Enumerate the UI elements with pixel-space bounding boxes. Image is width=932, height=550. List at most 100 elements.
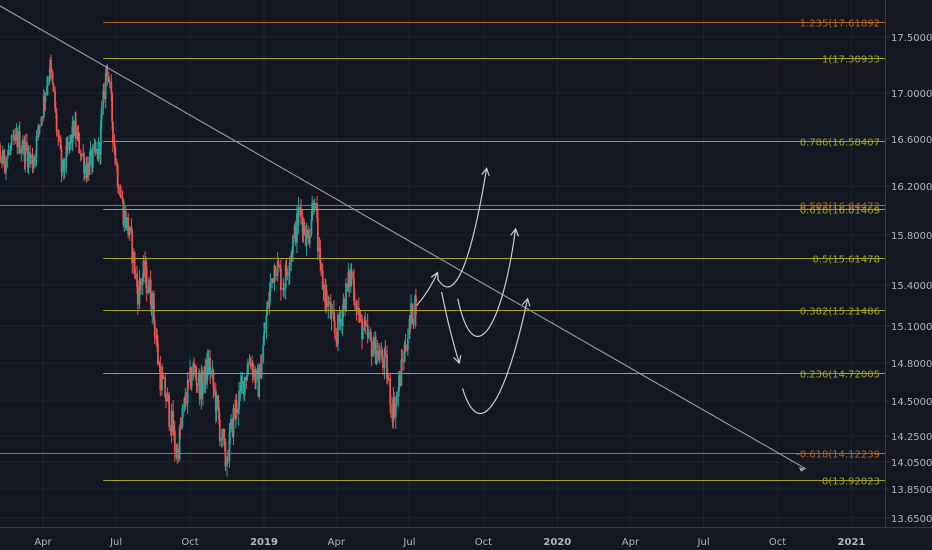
time-tick-label: Jul — [402, 537, 415, 548]
candle-body — [51, 72, 54, 84]
candle-body — [246, 374, 249, 381]
candle-body — [230, 418, 232, 430]
candle-body — [99, 120, 102, 155]
candle-body — [141, 277, 144, 286]
time-axis[interactable]: Apr Jul Oct 2019 Apr Jul Oct 2020 Apr Jul Oct 2021 — [0, 527, 932, 550]
fib-level-label: 0.618(16.01469 — [800, 206, 880, 217]
candle-body — [148, 279, 150, 292]
candle-body — [20, 150, 23, 153]
candle-body — [294, 225, 297, 243]
candle-body — [9, 145, 12, 150]
scenario-arrow-curve[interactable] — [416, 272, 439, 306]
candle-body — [103, 90, 105, 100]
fib-level-label: 1(17.30933 — [822, 55, 880, 66]
trendline-layer[interactable] — [0, 0, 806, 472]
candle-body — [181, 404, 184, 419]
candle-body — [107, 76, 110, 82]
time-tick-label: Jul — [697, 537, 710, 548]
grid-lines — [0, 0, 885, 527]
candle-body — [57, 132, 60, 137]
candle-body — [292, 236, 294, 255]
candle-body — [176, 448, 179, 458]
candle-body — [279, 266, 281, 269]
candle-body — [190, 377, 193, 387]
fibonacci-retracement[interactable]: 1.235(17.61892 1(17.30933 0.786(16.58407 0.… — [0, 19, 885, 488]
candle-body — [350, 270, 353, 278]
candle-body — [78, 133, 81, 153]
candle-body — [95, 149, 97, 152]
candle-body — [398, 375, 401, 386]
candle-body — [288, 262, 291, 273]
scenario-arrow-curve[interactable] — [461, 298, 529, 415]
candle-body — [117, 185, 120, 194]
price-axis[interactable]: 17.50000 17.00000 16.60000 16.20000 15.80000… — [885, 0, 932, 550]
candle-body — [212, 370, 215, 388]
candle-body — [187, 379, 190, 381]
candle-body — [34, 157, 37, 159]
candle-body — [215, 395, 218, 412]
candle-body — [260, 361, 263, 379]
candle-body — [46, 82, 49, 86]
candle-body — [30, 154, 32, 159]
candle-body — [58, 136, 60, 138]
candle-body — [382, 359, 384, 369]
candle-body — [7, 150, 10, 156]
candle-body — [288, 272, 290, 275]
fib-level-label: 0.382(15.21486 — [800, 307, 880, 318]
candle-body — [113, 143, 116, 148]
candle-body — [147, 291, 150, 294]
candle-body — [38, 124, 41, 129]
trendline[interactable] — [0, 0, 806, 470]
candle-body — [400, 359, 403, 386]
price-tick-label: 15.80000 — [891, 231, 932, 242]
price-tick-label: 13.65000 — [891, 514, 932, 525]
candle-body — [226, 460, 228, 467]
candle-body — [72, 120, 75, 136]
price-tick-label: 13.85000 — [891, 485, 932, 496]
candle-body — [75, 120, 77, 139]
candle-body — [172, 410, 175, 436]
candle-body — [378, 354, 381, 361]
candle-body — [328, 301, 330, 303]
candle-body — [285, 265, 288, 273]
fib-level-label: 0.5(15.61478 — [812, 255, 880, 266]
candle-body — [297, 207, 300, 225]
candle-body — [162, 377, 165, 379]
candle-body — [406, 350, 408, 352]
candle-body — [361, 318, 363, 340]
candle-body — [26, 142, 28, 151]
candle-body — [18, 131, 21, 153]
candle-body — [404, 344, 407, 351]
candle-body — [31, 154, 34, 169]
candle-body — [165, 396, 167, 402]
candle-body — [406, 338, 409, 351]
candle-body — [353, 300, 356, 304]
candle-body — [116, 165, 119, 186]
scenario-arrows[interactable] — [416, 167, 531, 415]
fib-level-label: 1.235(17.61892 — [800, 19, 880, 30]
candle-body — [280, 288, 283, 290]
candle-body — [139, 279, 142, 284]
scenario-arrow-curve[interactable] — [441, 291, 460, 364]
scenario-arrow-curve[interactable] — [457, 228, 517, 337]
candle-body — [27, 152, 30, 168]
candle-body — [14, 134, 17, 141]
candle-body — [223, 438, 226, 443]
candle-body — [249, 362, 252, 367]
candle-body — [127, 217, 130, 234]
scenario-arrow-head — [510, 227, 519, 237]
candle-body — [192, 363, 195, 378]
candle-body — [226, 460, 229, 462]
candle-body — [316, 203, 318, 218]
candle-body — [100, 108, 103, 121]
candle-body — [303, 221, 306, 235]
candle-body — [76, 133, 79, 139]
candle-body — [97, 142, 100, 159]
candle-body — [209, 357, 212, 373]
candle-body — [10, 136, 13, 146]
candle-body — [395, 395, 398, 404]
candle-body — [61, 159, 64, 173]
scenario-arrow-curve[interactable] — [437, 168, 488, 288]
candle-body — [243, 377, 246, 395]
